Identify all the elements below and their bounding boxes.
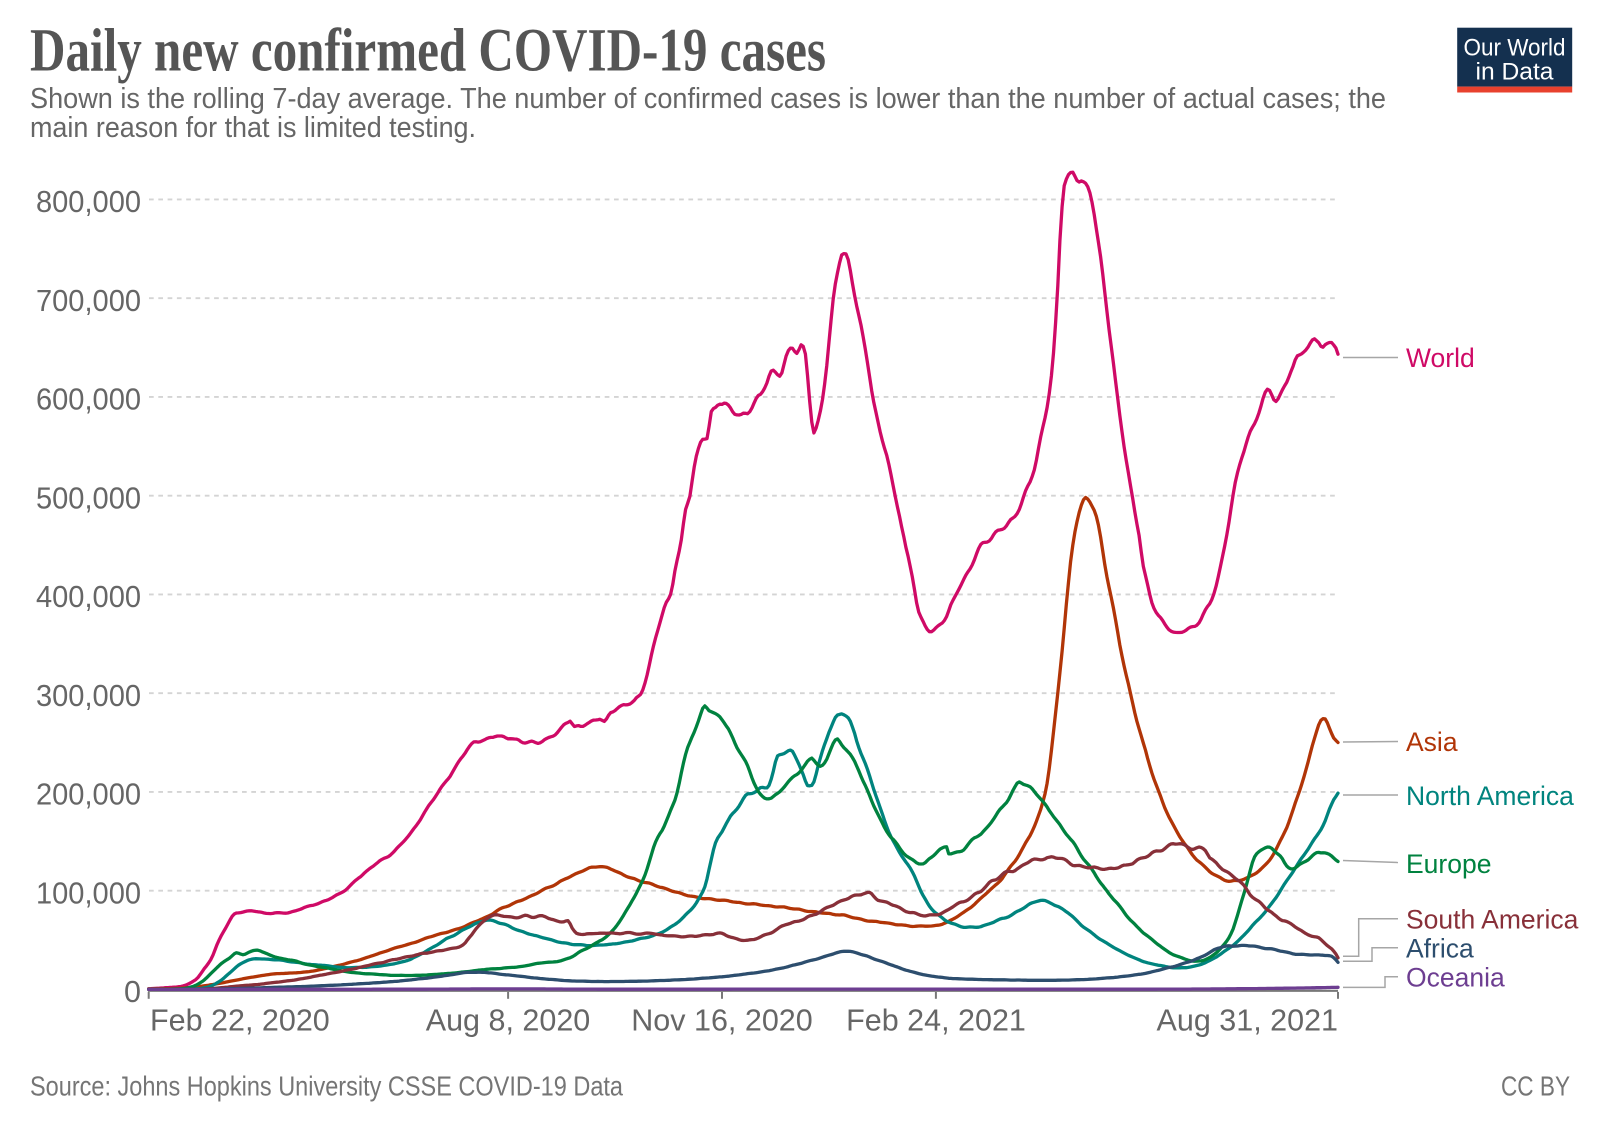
svg-text:World: World (1406, 343, 1475, 373)
svg-text:Oceania: Oceania (1406, 962, 1505, 992)
svg-text:Shown is the rolling 7-day ave: Shown is the rolling 7-day average. The … (30, 83, 1386, 115)
svg-text:400,000: 400,000 (36, 580, 141, 614)
svg-text:North America: North America (1406, 781, 1574, 811)
svg-text:Daily new confirmed COVID-19 c: Daily new confirmed COVID-19 cases (30, 18, 826, 85)
svg-text:main reason for that is limite: main reason for that is limited testing. (30, 112, 476, 144)
svg-text:Aug 31, 2021: Aug 31, 2021 (1157, 1004, 1338, 1038)
svg-text:600,000: 600,000 (36, 383, 141, 417)
svg-text:Aug 8, 2020: Aug 8, 2020 (426, 1004, 591, 1038)
svg-text:CC BY: CC BY (1501, 1071, 1570, 1102)
svg-text:0: 0 (124, 975, 141, 1009)
svg-text:800,000: 800,000 (36, 185, 141, 219)
svg-text:in Data: in Data (1476, 58, 1554, 85)
svg-text:500,000: 500,000 (36, 481, 141, 515)
svg-text:200,000: 200,000 (36, 778, 141, 812)
svg-text:Feb 24, 2021: Feb 24, 2021 (846, 1004, 1026, 1038)
svg-text:700,000: 700,000 (36, 284, 141, 318)
svg-text:Feb 22, 2020: Feb 22, 2020 (150, 1004, 330, 1038)
svg-text:Asia: Asia (1406, 727, 1458, 757)
svg-text:Africa: Africa (1406, 933, 1474, 963)
svg-text:300,000: 300,000 (36, 679, 141, 713)
svg-text:Our World: Our World (1464, 34, 1566, 61)
svg-text:100,000: 100,000 (36, 876, 141, 910)
svg-text:Europe: Europe (1406, 849, 1491, 879)
svg-text:Nov 16, 2020: Nov 16, 2020 (631, 1004, 812, 1038)
svg-text:Source: Johns Hopkins Universi: Source: Johns Hopkins University CSSE CO… (30, 1071, 624, 1102)
svg-text:South America: South America (1406, 904, 1579, 934)
